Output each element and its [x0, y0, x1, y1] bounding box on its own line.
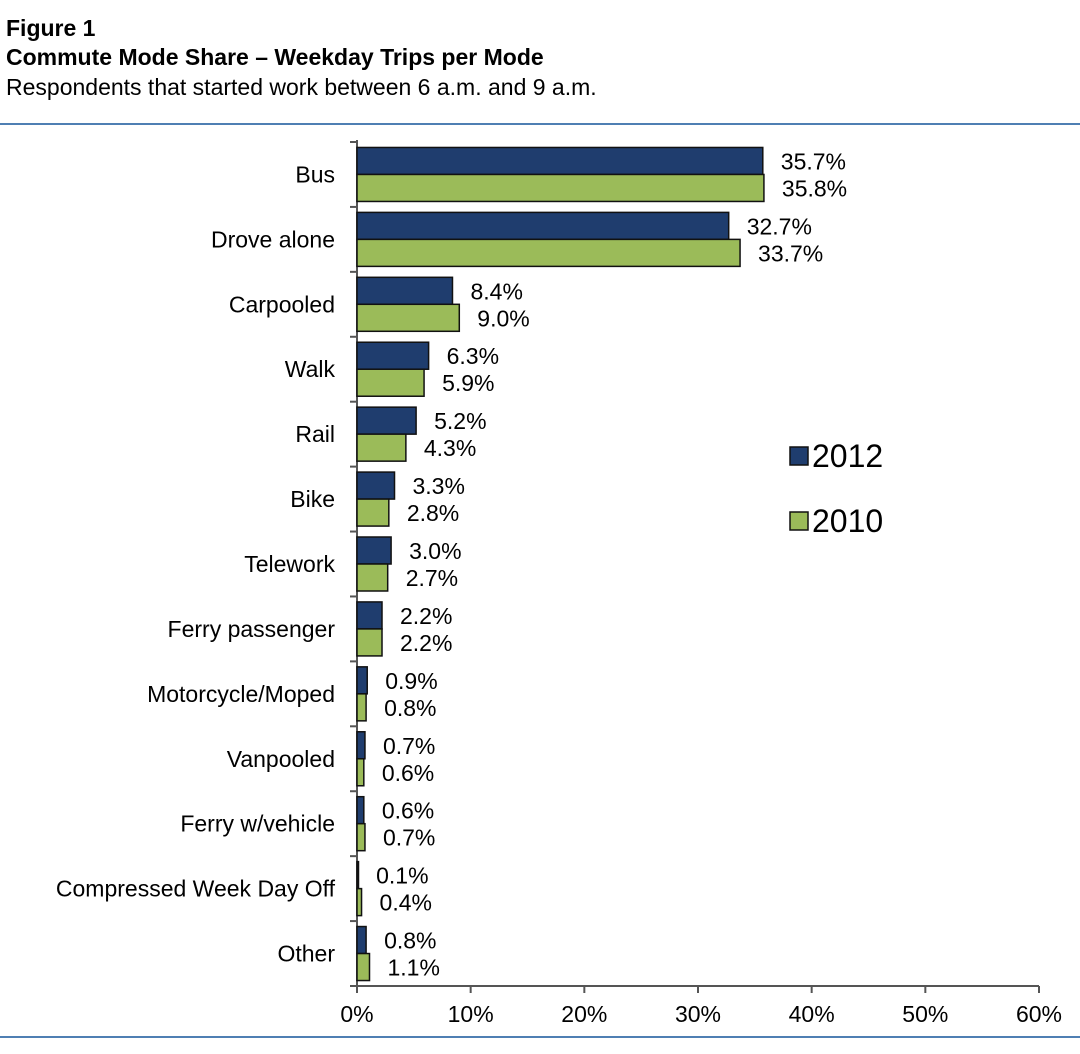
data-label-2012: 3.3%	[413, 473, 465, 499]
data-label-2010: 33.7%	[758, 240, 823, 266]
bar-2010	[356, 758, 365, 787]
data-label-2012: 0.1%	[376, 863, 428, 889]
data-label-2010: 35.8%	[782, 175, 847, 201]
category-label: Telework	[244, 551, 335, 577]
data-label-2010: 2.7%	[406, 565, 458, 591]
x-tick-label: 30%	[675, 1001, 721, 1027]
bar-2010	[356, 887, 363, 917]
x-tick-label: 50%	[902, 1001, 948, 1027]
category-label: Bike	[290, 486, 335, 512]
x-tick-label: 60%	[1016, 1001, 1062, 1027]
bar-2012	[356, 925, 367, 955]
legend-label-2012: 2012	[812, 438, 883, 474]
data-label-2010: 0.8%	[384, 695, 436, 721]
bar-2012	[356, 795, 365, 825]
x-tick-label: 40%	[789, 1001, 835, 1027]
x-tick-label: 20%	[561, 1001, 607, 1027]
data-label-2010: 0.6%	[382, 760, 434, 786]
data-label-2012: 32.7%	[747, 213, 812, 239]
bar-2012	[356, 601, 383, 630]
category-label: Compressed Week Day Off	[56, 876, 336, 902]
bar-2012	[356, 406, 417, 435]
bottom-divider	[0, 1036, 1080, 1038]
category-label: Drove alone	[211, 226, 335, 252]
bar-2012	[356, 276, 454, 306]
bar-2012	[356, 341, 430, 370]
bar-2012	[356, 536, 392, 565]
bar-2010	[356, 693, 367, 722]
bar-2012	[356, 211, 730, 241]
chart-title: Commute Mode Share – Weekday Trips per M…	[6, 44, 544, 70]
bar-2012	[356, 471, 396, 500]
data-label-2012: 8.4%	[470, 278, 522, 304]
top-divider	[0, 123, 1080, 125]
data-label-2012: 0.9%	[385, 668, 437, 694]
x-tick-label: 10%	[448, 1001, 494, 1027]
data-label-2012: 35.7%	[781, 148, 846, 174]
figure-header: Figure 1 Commute Mode Share – Weekday Tr…	[6, 14, 1076, 102]
bar-2010	[356, 498, 390, 527]
data-label-2010: 1.1%	[388, 955, 440, 981]
data-label-2012: 5.2%	[434, 408, 486, 434]
category-label: Rail	[295, 421, 335, 447]
category-label: Ferry passenger	[168, 616, 336, 642]
bar-2010	[356, 173, 765, 203]
bar-2012	[356, 860, 360, 890]
data-label-2010: 9.0%	[477, 305, 529, 331]
category-label: Ferry w/vehicle	[180, 811, 335, 837]
data-label-2012: 0.8%	[384, 928, 436, 954]
legend-label-2010: 2010	[812, 503, 883, 539]
bar-2010	[356, 952, 371, 982]
data-label-2012: 0.6%	[382, 798, 434, 824]
bar-2010	[356, 433, 407, 462]
legend-swatch-2012	[789, 446, 809, 466]
data-label-2010: 0.4%	[380, 890, 432, 916]
bar-2010	[356, 822, 366, 852]
data-label-2010: 4.3%	[424, 435, 476, 461]
bar-2012	[356, 666, 368, 695]
data-label-2010: 2.8%	[407, 500, 459, 526]
category-label: Motorcycle/Moped	[147, 681, 335, 707]
bar-2010	[356, 303, 461, 333]
figure-label: Figure 1	[6, 15, 96, 41]
bar-2012	[356, 146, 764, 176]
category-label: Walk	[285, 356, 336, 382]
data-label-2010: 0.7%	[383, 825, 435, 851]
category-label: Vanpooled	[227, 746, 335, 772]
data-label-2010: 5.9%	[442, 370, 494, 396]
chart-subtitle: Respondents that started work between 6 …	[6, 74, 597, 100]
category-label: Bus	[295, 161, 335, 187]
data-label-2012: 6.3%	[447, 343, 499, 369]
bar-2010	[356, 563, 389, 592]
legend-swatch-2010	[789, 511, 809, 531]
data-label-2010: 2.2%	[400, 630, 452, 656]
bar-2010	[356, 368, 425, 397]
bar-2012	[356, 731, 366, 760]
bar-2010	[356, 628, 383, 657]
data-label-2012: 3.0%	[409, 538, 461, 564]
data-label-2012: 2.2%	[400, 603, 452, 629]
data-label-2012: 0.7%	[383, 733, 435, 759]
category-label: Other	[277, 941, 335, 967]
bar-2010	[356, 238, 741, 268]
x-tick-label: 0%	[340, 1001, 373, 1027]
category-label: Carpooled	[229, 291, 335, 317]
